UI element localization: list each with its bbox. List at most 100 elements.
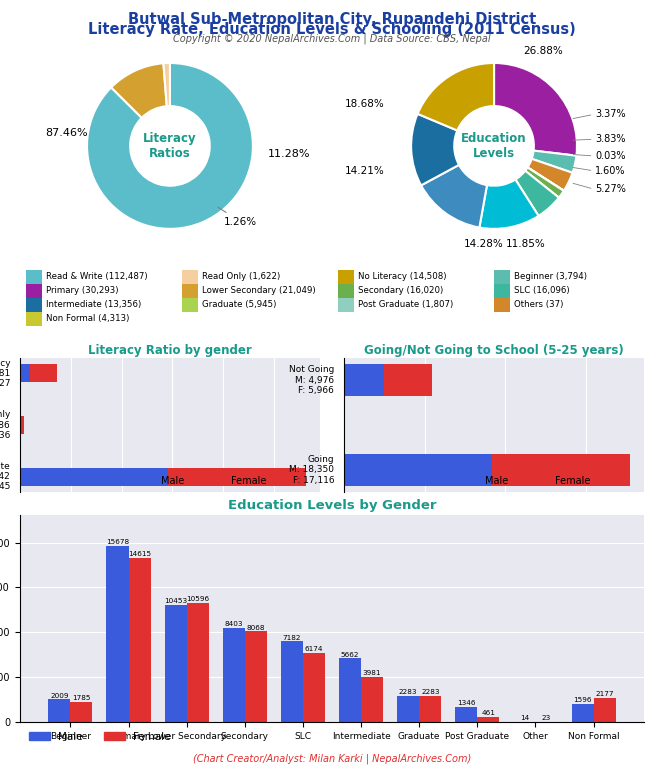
Bar xyxy=(594,697,616,722)
Text: 8068: 8068 xyxy=(246,624,265,631)
Text: 11.85%: 11.85% xyxy=(506,239,545,249)
Text: 1.26%: 1.26% xyxy=(218,207,257,227)
Bar xyxy=(26,312,42,326)
Text: No Literacy (14,508): No Literacy (14,508) xyxy=(358,272,447,281)
Text: 461: 461 xyxy=(481,710,495,716)
Bar xyxy=(344,365,384,396)
Bar xyxy=(106,546,129,722)
Text: 2283: 2283 xyxy=(399,690,418,696)
Wedge shape xyxy=(87,63,253,229)
Bar xyxy=(494,284,510,298)
Wedge shape xyxy=(479,180,539,229)
Title: Going/Not Going to School (5-25 years): Going/Not Going to School (5-25 years) xyxy=(364,344,624,357)
Text: (Chart Creator/Analyst: Milan Karki | NepalArchives.Com): (Chart Creator/Analyst: Milan Karki | Ne… xyxy=(193,753,471,764)
Text: 2177: 2177 xyxy=(596,690,614,697)
Wedge shape xyxy=(515,170,559,216)
Bar xyxy=(26,270,42,284)
Text: 1596: 1596 xyxy=(573,697,592,703)
Bar xyxy=(339,658,361,722)
Bar xyxy=(26,284,42,298)
Text: Read & Write (112,487): Read & Write (112,487) xyxy=(46,272,148,281)
Text: 2283: 2283 xyxy=(421,690,440,696)
Text: Beginner (3,794): Beginner (3,794) xyxy=(514,272,587,281)
Bar xyxy=(165,604,187,722)
Bar xyxy=(22,416,24,434)
Text: 3.37%: 3.37% xyxy=(595,109,626,119)
Text: 26.88%: 26.88% xyxy=(523,45,563,55)
Bar xyxy=(572,704,594,722)
Wedge shape xyxy=(411,114,459,185)
Text: Copyright © 2020 NepalArchives.Com | Data Source: CBS, Nepal: Copyright © 2020 NepalArchives.Com | Dat… xyxy=(173,34,491,45)
Bar xyxy=(492,454,629,485)
Text: 11.28%: 11.28% xyxy=(268,149,310,159)
Text: 7182: 7182 xyxy=(283,634,301,641)
Text: 1785: 1785 xyxy=(72,695,91,701)
Wedge shape xyxy=(527,167,564,190)
Text: 5662: 5662 xyxy=(341,651,359,657)
Bar xyxy=(182,270,198,284)
Text: 3.83%: 3.83% xyxy=(595,134,625,144)
Legend: Male, Female: Male, Female xyxy=(454,472,594,489)
Text: 14: 14 xyxy=(520,715,529,721)
Text: Graduate (5,945): Graduate (5,945) xyxy=(202,300,276,309)
Bar xyxy=(303,653,325,722)
Bar xyxy=(48,700,70,722)
Bar xyxy=(456,707,477,722)
Text: 23: 23 xyxy=(542,715,551,720)
Wedge shape xyxy=(111,63,167,118)
Text: SLC (16,096): SLC (16,096) xyxy=(514,286,570,295)
Bar xyxy=(338,270,354,284)
Bar xyxy=(338,298,354,312)
Text: Read Only (1,622): Read Only (1,622) xyxy=(202,272,280,281)
Bar xyxy=(70,702,92,722)
Text: 18.68%: 18.68% xyxy=(345,99,384,110)
Text: 87.46%: 87.46% xyxy=(45,128,88,138)
Text: Butwal Sub-Metropolitan City, Rupandehi District: Butwal Sub-Metropolitan City, Rupandehi … xyxy=(128,12,536,27)
Text: Post Graduate (1,807): Post Graduate (1,807) xyxy=(358,300,454,309)
Text: 0.03%: 0.03% xyxy=(595,151,625,161)
Wedge shape xyxy=(494,63,577,156)
Text: 5.27%: 5.27% xyxy=(595,184,626,194)
Bar xyxy=(338,284,354,298)
Wedge shape xyxy=(525,167,564,197)
Text: 6174: 6174 xyxy=(305,646,323,652)
Wedge shape xyxy=(421,165,487,227)
Bar xyxy=(20,365,30,382)
Text: 14.28%: 14.28% xyxy=(464,239,504,249)
Text: 14.21%: 14.21% xyxy=(345,166,384,176)
Text: Education
Levels: Education Levels xyxy=(461,132,527,160)
Wedge shape xyxy=(532,151,576,173)
Text: 15678: 15678 xyxy=(106,539,129,545)
Text: 1.60%: 1.60% xyxy=(595,166,625,176)
Text: Intermediate (13,356): Intermediate (13,356) xyxy=(46,300,141,309)
Text: 2009: 2009 xyxy=(50,693,68,699)
Bar xyxy=(494,270,510,284)
Wedge shape xyxy=(527,159,572,190)
Legend: Male, Female: Male, Female xyxy=(25,727,175,746)
Text: Lower Secondary (21,049): Lower Secondary (21,049) xyxy=(202,286,316,295)
Bar xyxy=(245,631,267,722)
Text: Literacy Rate, Education Levels & Schooling (2011 Census): Literacy Rate, Education Levels & School… xyxy=(88,22,576,38)
Bar xyxy=(361,677,383,722)
Bar xyxy=(30,365,57,382)
Text: 3981: 3981 xyxy=(363,670,381,677)
Text: 10453: 10453 xyxy=(164,598,187,604)
Wedge shape xyxy=(418,63,494,131)
Bar xyxy=(129,558,151,722)
Wedge shape xyxy=(163,63,170,106)
Text: Others (37): Others (37) xyxy=(514,300,564,309)
Text: 14615: 14615 xyxy=(128,551,151,558)
Text: Primary (30,293): Primary (30,293) xyxy=(46,286,119,295)
Bar xyxy=(384,365,432,396)
Text: 1346: 1346 xyxy=(457,700,475,706)
Title: Education Levels by Gender: Education Levels by Gender xyxy=(228,499,436,512)
Bar xyxy=(26,298,42,312)
Legend: Male, Female: Male, Female xyxy=(130,472,270,489)
Bar xyxy=(494,298,510,312)
Bar xyxy=(281,641,303,722)
Text: Non Formal (4,313): Non Formal (4,313) xyxy=(46,314,129,323)
Bar xyxy=(419,697,442,722)
Bar xyxy=(344,454,492,485)
Bar xyxy=(477,717,499,722)
Title: Literacy Ratio by gender: Literacy Ratio by gender xyxy=(88,344,252,357)
